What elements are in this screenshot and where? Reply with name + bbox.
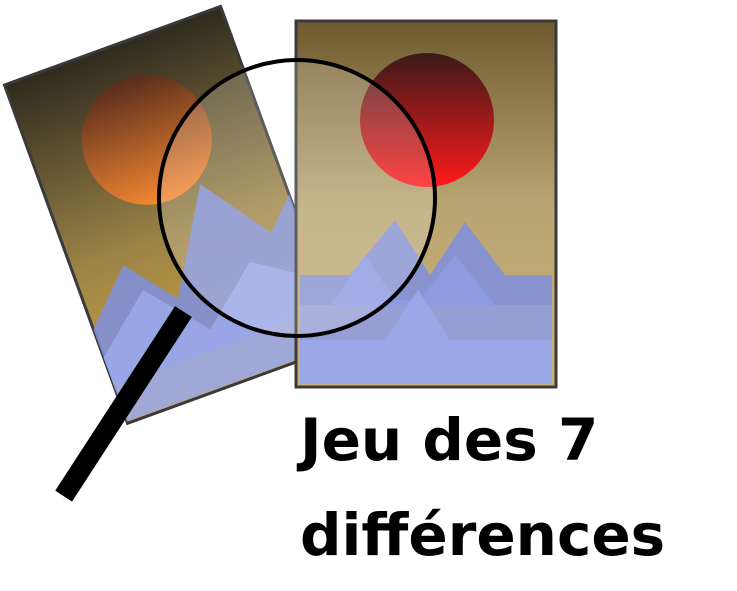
left-sun bbox=[81, 74, 212, 205]
right-sun bbox=[360, 53, 494, 187]
magnifying-glass-icon bbox=[55, 58, 437, 502]
left-mountains-front bbox=[103, 261, 344, 422]
title-line-1: Jeu des 7 bbox=[296, 406, 598, 474]
magnifier-lens bbox=[157, 58, 437, 338]
title-line-2: différences bbox=[300, 501, 665, 569]
magnifier-handle bbox=[55, 306, 192, 502]
right-mountains-front bbox=[300, 290, 552, 384]
left-picture bbox=[2, 4, 346, 426]
